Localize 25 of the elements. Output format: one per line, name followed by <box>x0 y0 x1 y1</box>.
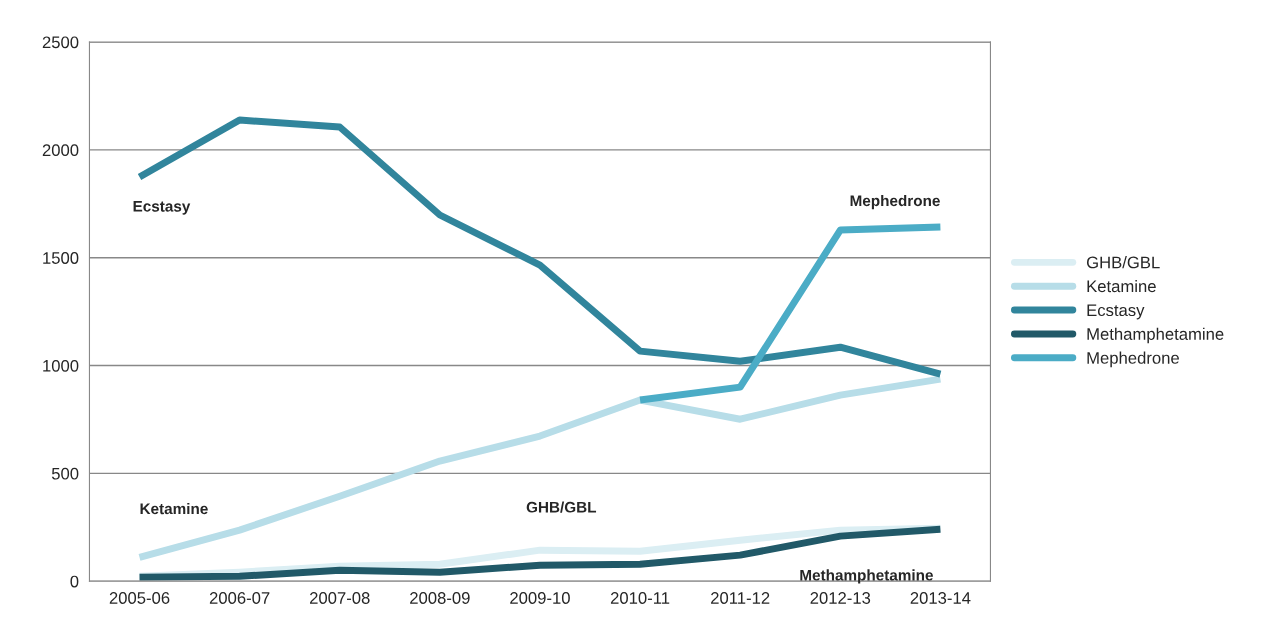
y-tick-label: 1500 <box>43 252 79 264</box>
legend-label: Ecstasy <box>1087 304 1145 320</box>
annotation: Mephedrone <box>850 194 940 210</box>
legend-label: Mephedrone <box>1087 351 1179 368</box>
y-tick-label: 2500 <box>42 36 79 49</box>
x-tick-label: 2005-06 <box>109 592 170 604</box>
y-tick-label: 2000 <box>42 144 79 157</box>
x-tick-label: 2010-11 <box>610 592 670 604</box>
x-tick-label: 2012-13 <box>810 592 871 604</box>
annotation: Ecstasy <box>133 201 191 215</box>
y-tick-label: 500 <box>51 467 79 480</box>
legend-label: Ketamine <box>1087 279 1156 293</box>
x-tick-label: 2013-14 <box>910 592 971 604</box>
x-tick-label: 2006-07 <box>209 592 270 604</box>
x-tick-label: 2009-10 <box>510 592 570 604</box>
x-tick-label: 2008-09 <box>410 592 470 604</box>
x-tick-label: 2007-08 <box>309 592 370 604</box>
annotation: Methamphetamine <box>800 569 933 584</box>
y-tick-label: 0 <box>70 575 79 588</box>
annotation: GHB/GBL <box>526 501 597 513</box>
x-tick-label: 2011-12 <box>711 592 770 604</box>
legend-label: Methamphetamine <box>1087 327 1224 344</box>
legend-label: GHB/GBL <box>1086 256 1160 269</box>
annotation: Ketamine <box>140 502 208 515</box>
y-tick-label: 1000 <box>43 359 79 372</box>
